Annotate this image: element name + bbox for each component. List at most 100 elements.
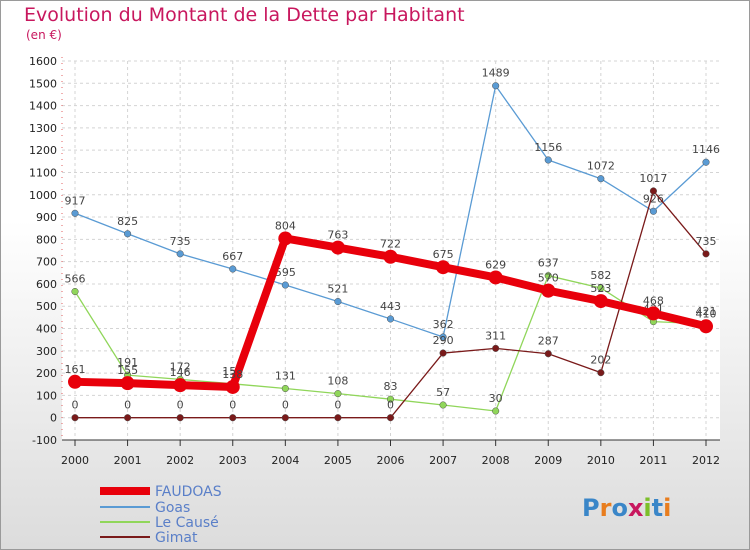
- data-label-goas: 443: [380, 300, 401, 313]
- chart-title: Evolution du Montant de la Dette par Hab…: [24, 4, 465, 26]
- legend-label-gimat: Gimat: [155, 530, 198, 546]
- y-tick-label: -100: [32, 434, 57, 447]
- y-tick-label: 600: [36, 278, 57, 291]
- data-point-le-caus-: [386, 395, 395, 403]
- data-point-gimat: [124, 414, 132, 422]
- data-label-goas: 735: [170, 235, 191, 248]
- data-label-gimat: 0: [177, 399, 184, 412]
- data-label-le-caus-: 30: [489, 392, 503, 405]
- data-point-gimat: [597, 369, 605, 377]
- data-label-gimat: 0: [334, 399, 341, 412]
- data-point-le-caus-: [71, 287, 79, 296]
- data-label-goas: 1146: [692, 143, 720, 156]
- data-point-goas: [439, 333, 447, 341]
- data-point-gimat: [71, 414, 79, 422]
- y-tick-label: 500: [36, 300, 57, 313]
- data-label-gimat: 0: [72, 399, 79, 412]
- y-tick-label: 1600: [29, 55, 57, 68]
- data-point-goas: [597, 175, 605, 183]
- data-point-gimat: [544, 350, 552, 358]
- data-point-goas: [649, 207, 657, 215]
- data-label-le-caus-: 637: [538, 257, 559, 270]
- x-tick-label: 2003: [219, 454, 247, 467]
- data-point-faudoas: [278, 231, 293, 246]
- data-point-faudoas: [593, 294, 608, 309]
- data-point-gimat: [281, 414, 289, 422]
- data-label-gimat: 0: [124, 399, 131, 412]
- data-label-le-caus-: 108: [327, 375, 348, 388]
- data-label-le-caus-: 566: [65, 273, 86, 286]
- data-label-faudoas: 146: [170, 366, 191, 379]
- data-point-faudoas: [436, 260, 451, 275]
- data-point-gimat: [649, 187, 657, 195]
- data-label-faudoas: 523: [590, 282, 611, 295]
- data-point-gimat: [386, 414, 395, 422]
- data-point-goas: [176, 250, 184, 258]
- data-label-gimat: 0: [229, 399, 236, 412]
- data-label-faudoas: 468: [643, 294, 664, 307]
- data-point-faudoas: [173, 378, 188, 393]
- data-point-le-caus-: [597, 284, 605, 292]
- data-point-gimat: [439, 349, 447, 357]
- y-tick-label: 900: [36, 211, 57, 224]
- data-point-goas: [492, 82, 500, 90]
- data-point-gimat: [334, 414, 342, 422]
- data-label-faudoas: 138: [222, 368, 243, 381]
- data-point-le-caus-: [544, 272, 552, 280]
- y-tick-label: 1100: [29, 166, 57, 179]
- data-point-goas: [334, 298, 342, 306]
- data-label-faudoas: 155: [117, 364, 138, 377]
- data-label-gimat: 1017: [639, 172, 667, 185]
- data-point-goas: [386, 315, 395, 323]
- data-point-le-caus-: [334, 390, 342, 398]
- y-tick-label: 100: [36, 389, 57, 402]
- data-label-gimat: 0: [387, 399, 394, 412]
- data-label-faudoas: 804: [275, 219, 296, 232]
- legend-label-goas: Goas: [155, 500, 190, 516]
- x-tick-label: 2012: [692, 454, 720, 467]
- y-tick-label: 1300: [29, 122, 57, 135]
- data-label-gimat: 0: [282, 399, 289, 412]
- data-label-faudoas: 161: [65, 363, 86, 376]
- x-tick-label: 2009: [534, 454, 562, 467]
- data-label-goas: 1489: [482, 67, 510, 80]
- data-point-faudoas: [330, 240, 345, 255]
- data-point-gimat: [492, 344, 500, 352]
- data-point-goas: [544, 156, 552, 164]
- data-point-goas: [281, 281, 289, 289]
- data-point-faudoas: [383, 249, 398, 264]
- data-label-faudoas: 722: [380, 238, 401, 251]
- data-point-gimat: [229, 414, 237, 422]
- x-tick-label: 2004: [271, 454, 299, 467]
- data-point-goas: [71, 209, 79, 217]
- data-point-le-caus-: [439, 401, 447, 409]
- data-label-goas: 825: [117, 215, 138, 228]
- proxiti-logo: Proxiti: [582, 494, 671, 522]
- x-tick-label: 2010: [587, 454, 615, 467]
- x-tick-label: 2005: [324, 454, 352, 467]
- x-tick-label: 2006: [377, 454, 405, 467]
- data-label-faudoas: 629: [485, 258, 506, 271]
- y-tick-label: 300: [36, 345, 57, 358]
- y-tick-label: 1500: [29, 77, 57, 90]
- y-tick-label: 1200: [29, 144, 57, 157]
- data-label-goas: 1156: [534, 141, 562, 154]
- data-point-faudoas: [488, 270, 503, 285]
- data-label-le-caus-: 83: [384, 380, 398, 393]
- data-label-faudoas: 763: [327, 229, 348, 242]
- x-tick-label: 2001: [114, 454, 142, 467]
- data-label-faudoas: 675: [433, 248, 454, 261]
- data-label-gimat: 202: [590, 354, 611, 367]
- data-label-goas: 917: [65, 194, 86, 207]
- y-tick-label: 1000: [29, 189, 57, 202]
- y-tick-label: 0: [50, 412, 57, 425]
- data-label-goas: 667: [222, 250, 243, 263]
- data-label-goas: 926: [643, 192, 664, 205]
- x-tick-label: 2008: [482, 454, 510, 467]
- data-label-faudoas: 410: [696, 307, 717, 320]
- data-label-gimat: 287: [538, 335, 559, 348]
- data-label-gimat: 311: [485, 329, 506, 342]
- data-point-goas: [229, 265, 237, 273]
- y-tick-label: 800: [36, 233, 57, 246]
